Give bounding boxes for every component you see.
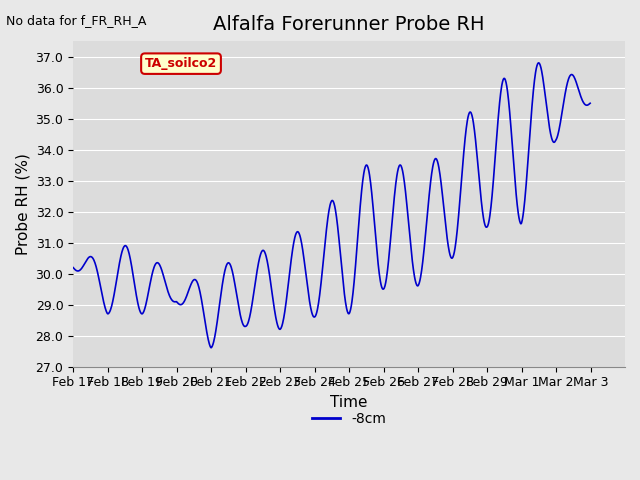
Text: No data for f_FR_RH_A: No data for f_FR_RH_A: [6, 14, 147, 27]
Legend: -8cm: -8cm: [307, 406, 392, 432]
Title: Alfalfa Forerunner Probe RH: Alfalfa Forerunner Probe RH: [213, 15, 485, 34]
X-axis label: Time: Time: [330, 395, 368, 410]
Text: TA_soilco2: TA_soilco2: [145, 57, 217, 70]
Y-axis label: Probe RH (%): Probe RH (%): [15, 153, 30, 255]
